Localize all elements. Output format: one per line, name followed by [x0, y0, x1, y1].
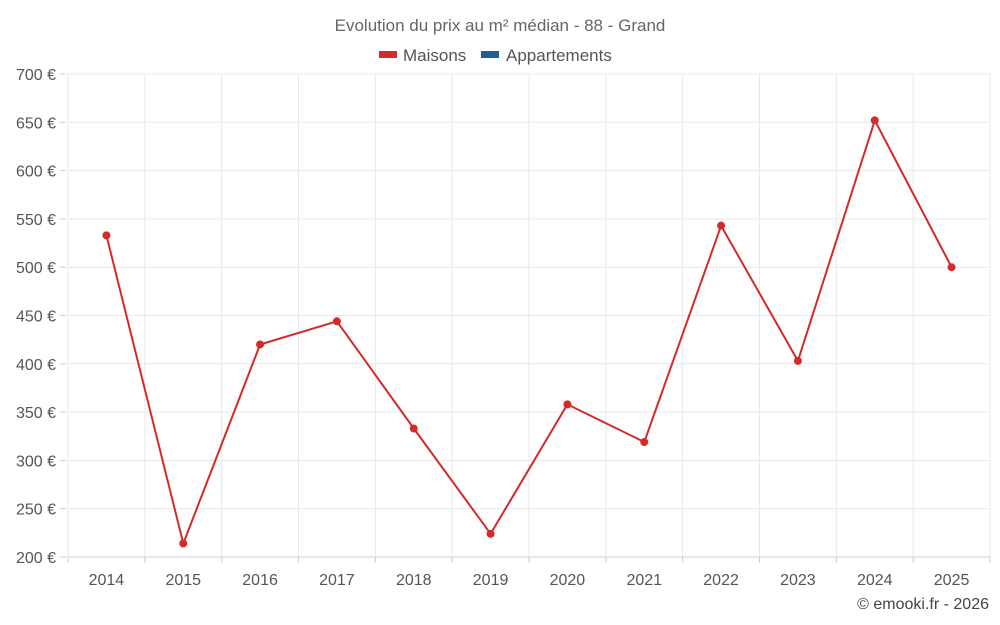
- data-point[interactable]: [332, 317, 341, 326]
- chart-title: Evolution du prix au m² médian - 88 - Gr…: [335, 16, 666, 35]
- x-tick-label: 2024: [857, 572, 893, 589]
- data-point[interactable]: [870, 116, 879, 125]
- data-point[interactable]: [102, 231, 111, 240]
- data-point[interactable]: [179, 539, 188, 548]
- y-tick-label: 700 €: [16, 67, 56, 84]
- x-tick-label: 2017: [319, 572, 355, 589]
- x-tick-label: 2018: [396, 572, 432, 589]
- x-tick-label: 2020: [550, 572, 586, 589]
- data-point[interactable]: [563, 400, 572, 409]
- y-tick-label: 350 €: [16, 405, 56, 422]
- legend-label-appartements: Appartements: [506, 46, 612, 65]
- x-tick-label: 2025: [934, 572, 970, 589]
- y-tick-label: 550 €: [16, 212, 56, 229]
- data-point[interactable]: [486, 529, 495, 538]
- y-tick-label: 200 €: [16, 550, 56, 567]
- y-axis-ticks: 200 € 250 € 300 € 350 € 400 € 450 € 500 € 550 €…: [16, 67, 66, 567]
- y-tick-label: 300 €: [16, 453, 56, 470]
- x-tick-label: 2021: [626, 572, 662, 589]
- data-point[interactable]: [793, 356, 802, 365]
- legend-item-maisons[interactable]: Maisons: [379, 46, 466, 65]
- x-axis-ticks: 2014 2015 2016 2017 2018 2019 2020 2021 2022 2023…: [67, 557, 991, 589]
- y-tick-label: 400 €: [16, 357, 56, 374]
- data-point[interactable]: [256, 340, 265, 349]
- data-point[interactable]: [640, 438, 649, 447]
- legend-item-appartements[interactable]: Appartements: [481, 46, 612, 65]
- x-tick-label: 2023: [780, 572, 816, 589]
- y-tick-label: 500 €: [16, 260, 56, 277]
- series-line-maisons: [105, 119, 953, 545]
- series-maisons: [102, 116, 956, 548]
- gridlines: [67, 73, 991, 557]
- x-tick-label: 2022: [703, 572, 739, 589]
- y-tick-label: 600 €: [16, 164, 56, 181]
- data-point[interactable]: [409, 424, 418, 433]
- data-point[interactable]: [717, 221, 726, 230]
- x-tick-label: 2019: [473, 572, 509, 589]
- y-tick-label: 450 €: [16, 309, 56, 326]
- data-point[interactable]: [947, 263, 956, 272]
- x-tick-label: 2016: [242, 572, 278, 589]
- y-tick-label: 650 €: [16, 115, 56, 132]
- legend: Maisons Appartements: [379, 46, 612, 65]
- y-tick-label: 250 €: [16, 502, 56, 519]
- legend-swatch-appartements: [481, 51, 499, 58]
- x-tick-label: 2015: [165, 572, 201, 589]
- credit-text: © emooki.fr - 2026: [857, 596, 989, 613]
- x-tick-label: 2014: [89, 572, 125, 589]
- legend-swatch-maisons: [379, 51, 397, 58]
- legend-label-maisons: Maisons: [403, 46, 466, 65]
